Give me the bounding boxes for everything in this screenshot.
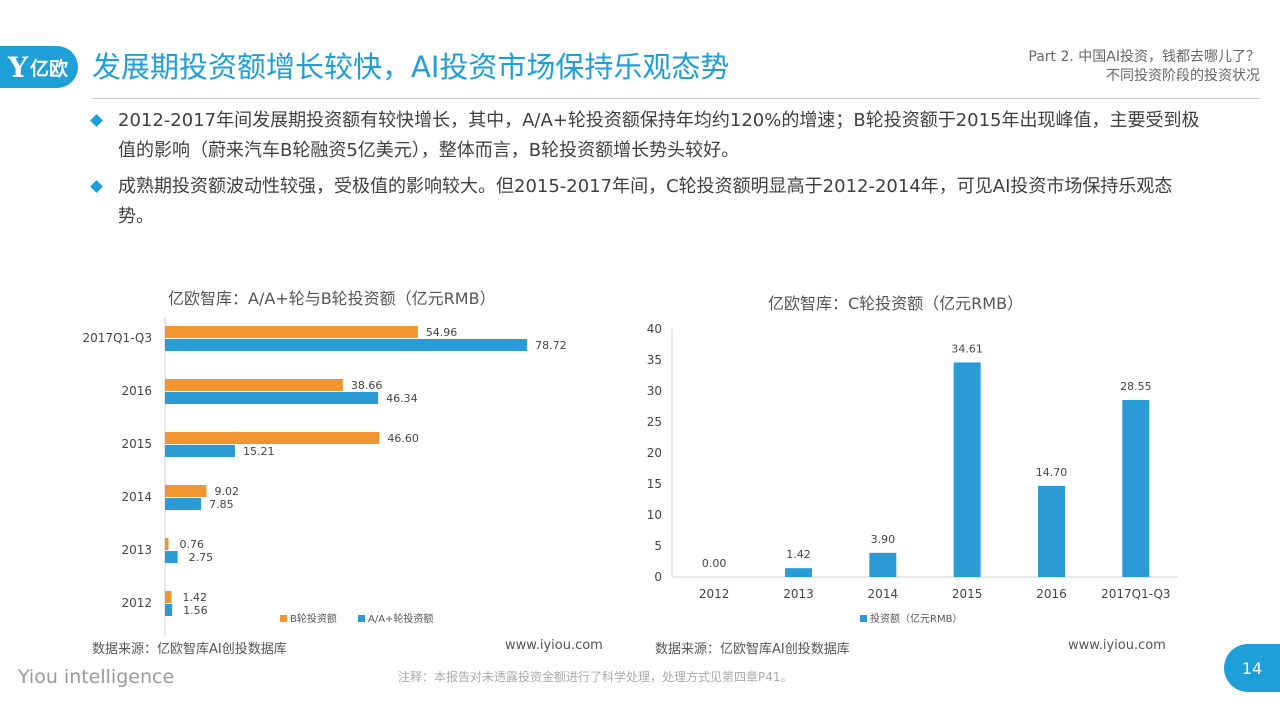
chart2-x-tick-label: 2013 [783,587,814,601]
chart1-bar [165,339,528,351]
chart1-legend-label: A/A+轮投资额 [368,612,433,625]
chart1-category-label: 2016 [121,384,152,398]
chart2-bar [1038,485,1065,577]
chart1-bar [165,485,207,497]
chart2-url: www.iyiou.com [1068,638,1166,653]
chart1-data-label: 9.02 [214,485,239,498]
chart2-y-tick-label: 15 [647,477,662,491]
bullet-point-2: 成熟期投资额波动性较强，受极值的影响较大。但2015-2017年间，C轮投资额明… [90,172,1202,232]
logo-letter: Y [8,50,28,84]
chart1-data-label: 46.60 [387,432,419,445]
chart1-data-label: 1.42 [183,591,208,604]
chart2-y-tick-label: 20 [647,446,662,460]
logo-text: 亿欧 [30,57,69,80]
chart1-category-label: 2014 [121,490,152,504]
chart1-data-label: 46.34 [386,392,418,405]
chart1-source: 数据来源：亿欧智库AI创投数据库 [92,642,287,657]
chart1-bar [165,392,379,404]
chart2-data-label: 14.70 [1036,466,1068,479]
chart2-data-label: 3.90 [871,533,896,546]
chart1-bar [165,551,178,563]
chart1-bar [165,538,169,550]
chart1-data-label: 15.21 [243,445,275,458]
chart2-y-tick-label: 40 [647,322,662,336]
chart2-x-tick-label: 2016 [1036,587,1067,601]
chart2-x-tick-label: 2015 [952,587,983,601]
chart2-data-label: 0.00 [702,557,727,570]
chart2-title: 亿欧智库：C轮投资额（亿元RMB） [768,294,1024,313]
header-divider [92,98,1260,99]
chart1-bar [165,498,202,510]
brand-footer-text: Yiou intelligence [18,666,175,688]
page-title: 发展期投资额增长较快，AI投资市场保持乐观态势 [92,50,730,84]
bullet-point-1: 2012-2017年间发展期投资额有较快增长，其中，A/A+轮投资额保持年均约1… [90,106,1202,166]
chart1-bar [165,432,380,444]
bullet-text-2: 成熟期投资额波动性较强，受极值的影响较大。但2015-2017年间，C轮投资额明… [118,176,1173,227]
section-label-line2: 不同投资阶段的投资状况 [1106,68,1260,84]
chart1-category-label: 2013 [121,543,152,557]
chart1-legend-swatch [358,615,365,622]
chart2-bar [953,362,981,577]
chart2-data-label: 1.42 [786,548,811,561]
page-number: 14 [1224,644,1280,692]
brand-logo: Y 亿欧 [0,46,78,88]
chart2-bar [785,568,812,577]
chart2-x-tick-label: 2017Q1-Q3 [1101,587,1170,601]
chart2-y-tick-label: 5 [654,539,662,553]
chart1-data-label: 78.72 [535,339,567,352]
chart2-y-tick-label: 25 [647,415,662,429]
bullet-text-1: 2012-2017年间发展期投资额有较快增长，其中，A/A+轮投资额保持年均约1… [118,110,1200,161]
chart2-data-label: 28.55 [1120,380,1152,393]
chart1-bar [165,604,173,616]
chart2-legend-swatch [860,615,867,622]
chart1-category-label: 2015 [121,437,152,451]
chart1-bar [165,445,235,457]
chart2-y-tick-label: 0 [654,570,662,584]
chart1-category-label: 2012 [121,596,152,610]
chart1-bar [165,379,343,391]
chart2-data-label: 34.61 [951,342,983,355]
chart2-legend-label: 投资额（亿元RMB） [870,612,962,625]
chart2-y-tick-label: 30 [647,384,662,398]
chart2-y-tick-label: 35 [647,353,662,367]
chart1-legend-swatch [280,615,287,622]
chart1-data-label: 54.96 [426,326,458,339]
section-label-line1: Part 2. 中国AI投资，钱都去哪儿了？ [1028,49,1260,65]
chart1-data-label: 1.56 [183,604,208,617]
footnote: 注释：本报告对未透露投资金额进行了科学处理，处理方式见第四章P41。 [398,670,793,684]
chart1-data-label: 2.75 [189,551,214,564]
chart1-url: www.iyiou.com [505,638,603,653]
section-label: Part 2. 中国AI投资，钱都去哪儿了？ 不同投资阶段的投资状况 [1028,48,1260,86]
chart2-bar [1122,399,1150,577]
chart1-data-label: 38.66 [351,379,383,392]
chart1-data-label: 7.85 [209,498,234,511]
chart2-bar [869,552,897,577]
chart1-bar [165,326,418,338]
chart1-bar [165,591,172,603]
chart2-x-tick-label: 2014 [868,587,899,601]
chart1-title: 亿欧智库：A/A+轮与B轮投资额（亿元RMB） [168,289,496,308]
chart2-y-tick-label: 10 [647,508,662,522]
chart1-data-label: 0.76 [179,538,204,551]
chart2-x-tick-label: 2012 [699,587,730,601]
chart1-category-label: 2017Q1-Q3 [83,331,152,345]
chart2-source: 数据来源：亿欧智库AI创投数据库 [655,642,850,657]
chart1-legend-label: B轮投资额 [290,612,337,625]
